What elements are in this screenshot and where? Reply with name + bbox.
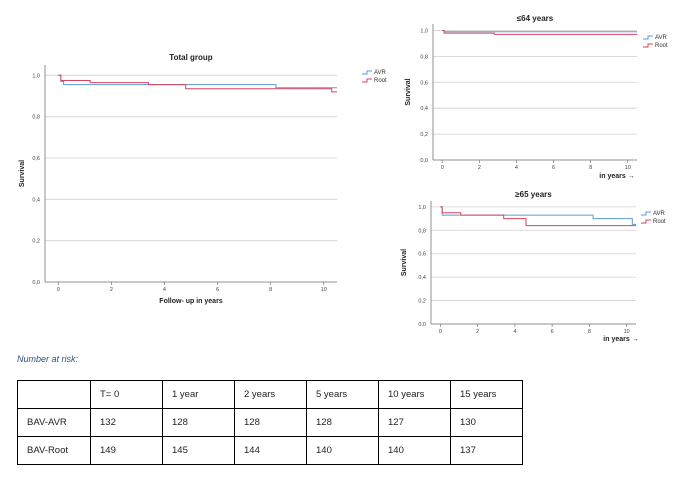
x-tick-label: 10 — [321, 287, 327, 293]
table-cell: BAV-AVR — [17, 408, 91, 437]
y-tick-label: 0,4 — [32, 197, 40, 203]
legend-swatch-root — [641, 219, 651, 224]
y-tick-label: 0,0 — [420, 158, 428, 164]
y-tick-label: 1,0 — [420, 28, 428, 34]
y-tick-label: 0,0 — [32, 280, 40, 286]
table-header-cell: 2 years — [234, 380, 307, 409]
survival-curve-root — [440, 206, 636, 227]
table-cell: 132 — [90, 408, 163, 437]
table-header-cell: T= 0 — [90, 380, 163, 409]
table-cell: 137 — [450, 436, 523, 465]
x-tick-label: 4 — [515, 165, 518, 171]
x-tick-label: 8 — [588, 329, 591, 335]
x-tick-label: 10 — [625, 165, 631, 171]
x-tick-label: 6 — [551, 329, 554, 335]
table-cell: 130 — [450, 408, 523, 437]
x-axis-label: in years → — [603, 336, 638, 343]
y-tick-label: 0,2 — [420, 132, 428, 138]
legend-label-avr: AVR — [374, 70, 387, 76]
x-tick-label: 2 — [476, 329, 479, 335]
x-tick-label: 2 — [110, 287, 113, 293]
table-header-cell — [17, 380, 91, 409]
table-header-cell: 10 years — [378, 380, 451, 409]
chart-title: ≤64 years — [517, 14, 554, 23]
x-tick-label: 6 — [216, 287, 219, 293]
x-axis-label: Follow- up in years — [159, 298, 223, 305]
risk-table-caption: Number at risk: — [17, 354, 79, 364]
y-tick-label: 1,0 — [418, 205, 426, 211]
y-tick-label: 0,8 — [420, 54, 428, 60]
table-cell: 144 — [234, 436, 307, 465]
legend-swatch-avr — [643, 35, 653, 40]
y-tick-label: 0,0 — [418, 322, 426, 328]
legend-swatch-root — [643, 43, 653, 48]
chart-young: 0,0 0,2 0,4 0,6 0,8 1,0 0 2 4 6 8 10 ≤64 years in yea… — [405, 14, 668, 180]
y-tick-label: 0,8 — [32, 115, 40, 121]
table-cell: 140 — [306, 436, 379, 465]
legend-label-avr: AVR — [655, 35, 668, 41]
x-tick-label: 2 — [478, 165, 481, 171]
table-cell: 149 — [90, 436, 163, 465]
y-tick-label: 0,6 — [418, 252, 426, 258]
number-at-risk-table: T= 0 1 year 2 years 5 years 10 years 15 … — [17, 380, 523, 465]
table-cell: 128 — [306, 408, 379, 437]
y-tick-label: 1,0 — [32, 73, 40, 79]
table-row: BAV-AVR 132 128 128 128 127 130 — [17, 408, 523, 437]
table-cell: BAV-Root — [17, 436, 91, 465]
legend-swatch-root — [362, 78, 372, 83]
chart-title: ≥65 years — [515, 190, 552, 199]
y-tick-label: 0,2 — [418, 299, 426, 305]
y-axis-label: Survival — [405, 78, 412, 105]
chart-title: Total group — [169, 53, 213, 62]
y-axis-label: Survival — [401, 249, 408, 276]
table-row: BAV-Root 149 145 144 140 140 137 — [17, 436, 523, 465]
legend-label-avr: AVR — [653, 211, 666, 217]
x-tick-label: 6 — [552, 165, 555, 171]
table-header-cell: 1 year — [162, 380, 235, 409]
table-header-cell: 15 years — [450, 380, 523, 409]
y-tick-label: 0,4 — [420, 106, 428, 112]
x-tick-label: 0 — [57, 287, 60, 293]
survival-curve-avr — [440, 206, 636, 225]
x-tick-label: 10 — [624, 329, 630, 335]
y-axis-label: Survival — [19, 160, 26, 187]
x-tick-label: 8 — [269, 287, 272, 293]
y-tick-label: 0,6 — [420, 80, 428, 86]
x-axis-label: in years → — [599, 173, 634, 180]
survival-curve-root — [442, 30, 637, 35]
x-tick-label: 0 — [439, 329, 442, 335]
chart-old: 0,0 0,2 0,4 0,6 0,8 1,0 0 2 4 6 8 10 ≥65 years in yea… — [401, 190, 666, 343]
table-cell: 128 — [162, 408, 235, 437]
legend-label-root: Root — [374, 78, 387, 84]
x-tick-label: 4 — [513, 329, 516, 335]
table-cell: 145 — [162, 436, 235, 465]
table-header-row: T= 0 1 year 2 years 5 years 10 years 15 … — [17, 380, 523, 409]
y-tick-label: 0,2 — [32, 239, 40, 245]
legend-label-root: Root — [655, 43, 668, 49]
x-tick-label: 0 — [441, 165, 444, 171]
survival-curve-avr — [58, 74, 337, 89]
table-cell: 127 — [378, 408, 451, 437]
table-cell: 128 — [234, 408, 307, 437]
y-tick-label: 0,6 — [32, 156, 40, 162]
x-tick-label: 8 — [589, 165, 592, 171]
chart-total: 0,0 0,2 0,4 0,6 0,8 1,0 0 2 4 6 8 10 Total group Foll… — [19, 53, 387, 305]
table-header-cell: 5 years — [306, 380, 379, 409]
legend-swatch-avr — [641, 211, 651, 216]
survival-curve-root — [58, 74, 337, 93]
legend-swatch-avr — [362, 70, 372, 75]
legend-label-root: Root — [653, 219, 666, 225]
y-tick-label: 0,4 — [418, 275, 426, 281]
y-tick-label: 0,8 — [418, 228, 426, 234]
x-tick-label: 4 — [163, 287, 166, 293]
survival-charts: 0,0 0,2 0,4 0,6 0,8 1,0 0 2 4 6 8 10 Total group Foll… — [19, 14, 668, 343]
table-cell: 140 — [378, 436, 451, 465]
